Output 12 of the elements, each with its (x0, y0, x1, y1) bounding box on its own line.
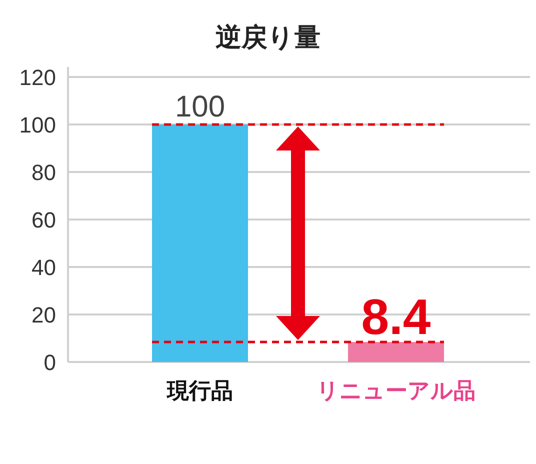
y-tick-label: 100 (19, 112, 56, 138)
y-tick-label: 20 (32, 302, 56, 328)
y-tick-label: 0 (44, 350, 56, 375)
chart-title: 逆戻り量 (216, 22, 320, 52)
y-tick-label: 120 (19, 65, 56, 90)
data-label: 100 (174, 90, 226, 124)
data-label: 8.4 (361, 289, 431, 346)
y-tick-label: 80 (32, 160, 56, 185)
x-tick-label: 現行品 (166, 378, 233, 403)
y-tick-label: 60 (32, 208, 56, 232)
y-tick-label: 40 (32, 255, 56, 280)
x-tick-label: リニューアル品 (316, 378, 476, 403)
